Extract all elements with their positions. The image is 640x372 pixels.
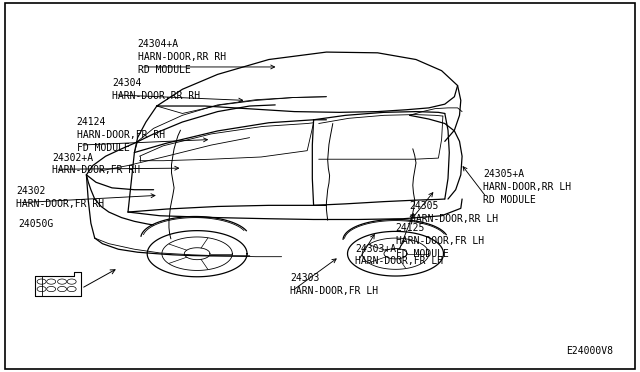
Text: 24303+A
HARN-DOOR,FR LH: 24303+A HARN-DOOR,FR LH — [355, 244, 444, 266]
Text: 24305+A
HARN-DOOR,RR LH
RD MODULE: 24305+A HARN-DOOR,RR LH RD MODULE — [483, 169, 572, 205]
Text: 24124
HARN-DOOR,FR RH
FD MODULE: 24124 HARN-DOOR,FR RH FD MODULE — [77, 117, 165, 153]
Text: 24304
HARN-DOOR,RR RH: 24304 HARN-DOOR,RR RH — [112, 78, 200, 101]
Text: 24050G: 24050G — [18, 219, 53, 230]
Text: 24302+A
HARN-DOOR,FR RH: 24302+A HARN-DOOR,FR RH — [52, 153, 141, 175]
Text: 24304+A
HARN-DOOR,RR RH
RD MODULE: 24304+A HARN-DOOR,RR RH RD MODULE — [138, 39, 226, 75]
Text: 24125
HARN-DOOR,FR LH
FD MODULE: 24125 HARN-DOOR,FR LH FD MODULE — [396, 223, 484, 259]
Text: E24000V8: E24000V8 — [566, 346, 613, 356]
Text: 24303
HARN-DOOR,FR LH: 24303 HARN-DOOR,FR LH — [290, 273, 378, 296]
Text: 24302
HARN-DOOR,FR RH: 24302 HARN-DOOR,FR RH — [16, 186, 104, 209]
Text: 24305
HARN-DOOR,RR LH: 24305 HARN-DOOR,RR LH — [410, 201, 498, 224]
